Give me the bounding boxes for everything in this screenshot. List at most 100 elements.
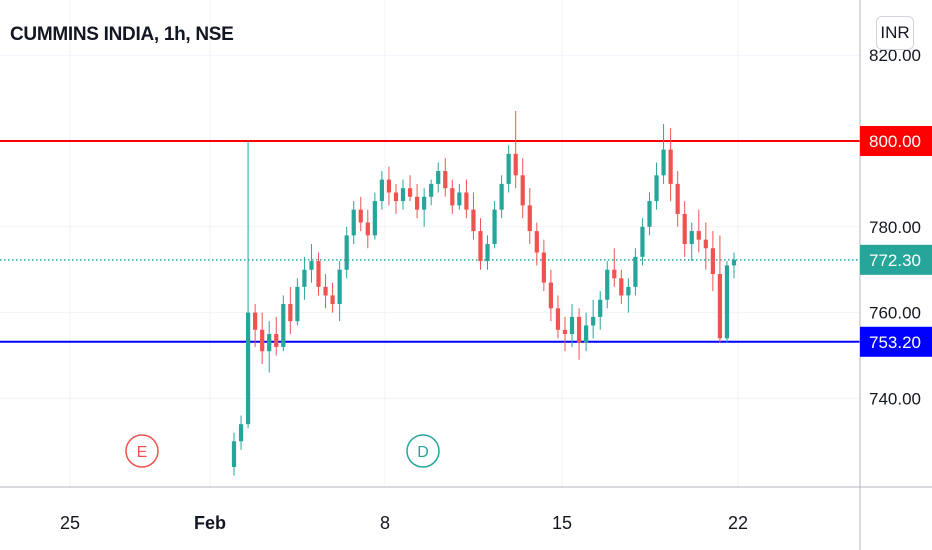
candle-body <box>724 265 730 339</box>
candle-body <box>344 235 349 270</box>
time-tick-label: 22 <box>728 513 748 533</box>
candle-body <box>619 278 624 296</box>
candle-body <box>407 188 413 197</box>
candle-body <box>626 286 631 296</box>
candle-body <box>506 153 511 184</box>
candle <box>238 415 244 450</box>
event-marker-circle <box>406 434 440 468</box>
candle <box>562 316 568 352</box>
candle-body <box>633 256 638 287</box>
candle <box>316 252 321 296</box>
candle <box>598 291 603 330</box>
candle <box>703 222 708 270</box>
candle <box>492 201 497 249</box>
candle-body <box>689 231 694 244</box>
price-tick-label: 760.00 <box>869 304 921 323</box>
candle <box>541 239 546 292</box>
candle-body <box>422 196 427 210</box>
candle <box>548 269 554 322</box>
candle <box>436 162 441 193</box>
candle-body <box>245 312 251 425</box>
candle-body <box>668 149 673 184</box>
candle-body <box>661 149 666 176</box>
event-marker[interactable]: D <box>406 434 440 468</box>
candle <box>527 188 532 244</box>
candle-body <box>569 316 575 335</box>
candle-body <box>393 192 399 202</box>
candle-body <box>654 175 659 202</box>
candle-body <box>513 153 518 176</box>
candle <box>231 432 237 476</box>
candle <box>253 304 258 347</box>
chart-title: CUMMINS INDIA, 1h, NSE <box>10 24 234 45</box>
candle-body <box>647 201 652 227</box>
candle <box>506 145 511 193</box>
candle-body <box>450 188 455 206</box>
event-marker-circle <box>125 434 159 468</box>
candle-body <box>598 299 603 317</box>
candle-body <box>436 171 441 184</box>
candle-body <box>253 312 258 330</box>
candle <box>633 248 638 296</box>
candle-body <box>365 222 370 236</box>
time-tick-label: 15 <box>552 513 572 533</box>
currency-button[interactable]: INR <box>876 16 914 50</box>
candle-body <box>302 269 307 287</box>
candle <box>696 209 701 253</box>
candle <box>591 299 596 339</box>
candle <box>513 110 518 189</box>
event-marker[interactable]: E <box>125 434 159 468</box>
candle-body <box>337 269 342 305</box>
candle <box>661 123 666 184</box>
candle-body <box>682 213 687 244</box>
candle <box>520 158 525 219</box>
candle <box>414 183 420 219</box>
candle <box>499 175 504 219</box>
time-tick-label: Feb <box>194 513 226 533</box>
candle <box>647 192 652 236</box>
candle-body <box>267 334 272 352</box>
candle <box>478 218 483 270</box>
candle <box>260 312 265 365</box>
candle <box>358 196 363 232</box>
candle-body <box>717 273 723 339</box>
candle <box>309 243 314 283</box>
candle <box>302 256 307 300</box>
time-tick-label: 25 <box>60 513 80 533</box>
candle-body <box>478 231 483 262</box>
candle-body <box>520 175 525 206</box>
candle-body <box>555 308 561 330</box>
candle-body <box>274 334 279 347</box>
price-tick-label: 740.00 <box>869 389 921 408</box>
candle <box>731 252 737 279</box>
candle <box>626 278 631 313</box>
candle <box>584 312 589 352</box>
grid <box>0 0 860 487</box>
event-marker-label: D <box>417 444 429 461</box>
candle <box>288 286 293 335</box>
candle <box>576 308 582 360</box>
candle-body <box>492 209 497 244</box>
candle <box>344 226 349 279</box>
time-tick-label: 8 <box>380 513 390 533</box>
candle-body <box>288 304 293 322</box>
candle <box>457 183 462 210</box>
candle-body <box>372 201 377 236</box>
candle-body <box>710 248 715 274</box>
candles <box>231 110 737 476</box>
candle-body <box>527 205 532 232</box>
candle-body <box>485 243 490 262</box>
candle <box>337 261 342 322</box>
candle <box>372 192 377 240</box>
candle <box>274 316 279 356</box>
candle <box>605 261 610 309</box>
candle <box>689 222 694 262</box>
candle <box>429 179 434 206</box>
last-price-box <box>860 244 932 275</box>
time-axis: 25 Feb 8 15 22 <box>0 486 932 533</box>
price-label: 753.20 <box>869 333 921 352</box>
price-label: 800.00 <box>869 132 921 151</box>
candle-body <box>231 441 237 468</box>
candle-body <box>675 183 680 214</box>
